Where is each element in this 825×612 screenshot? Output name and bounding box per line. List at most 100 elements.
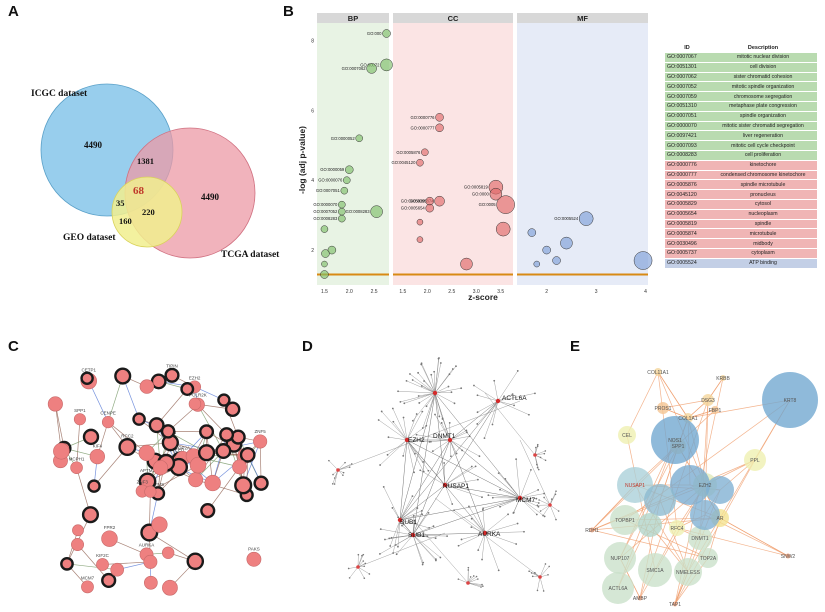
node-label: MCPH1 (69, 456, 85, 461)
leaf-node (411, 495, 414, 498)
network-node (638, 513, 662, 537)
x-tick-label: 3.5 (497, 289, 504, 295)
network-edge (519, 469, 532, 499)
network-node (610, 505, 640, 535)
leaf-node (384, 538, 386, 541)
data-point (542, 245, 551, 255)
geo-only-count: 160 (119, 216, 132, 226)
leaf-node (417, 371, 419, 374)
leaf-node (515, 458, 518, 461)
node-label: AURKA (139, 542, 155, 547)
leaf-node (421, 513, 424, 516)
node-label: EZH2 (189, 375, 201, 380)
network-node (188, 472, 204, 488)
go-description-cell: ATP binding (709, 258, 817, 269)
leaf-node (418, 402, 421, 404)
leaf-node (531, 575, 534, 578)
network-node (101, 415, 115, 429)
network-edge (399, 510, 422, 521)
leaf-node (536, 445, 539, 448)
node-label: TOPBP1 (615, 518, 635, 524)
leaf-node (380, 410, 383, 413)
network-node (150, 373, 167, 390)
node-label: NOS1 (668, 438, 682, 444)
node-label: APTM3 (140, 468, 156, 473)
data-point (340, 186, 349, 195)
network-edge (484, 532, 517, 545)
go-description-cell: cell proliferation (709, 150, 817, 161)
network-edge (442, 418, 451, 441)
network-edge (409, 373, 436, 394)
network-edge (434, 392, 455, 404)
y-tick-label: 8 (311, 38, 314, 44)
network-node (188, 397, 202, 411)
leaf-node (332, 473, 334, 476)
node-label: PPL (750, 458, 760, 464)
network-node (711, 406, 719, 414)
data-point (416, 218, 424, 226)
leaf-node (421, 563, 424, 566)
go-id-cell: GO:0007052 (665, 81, 709, 93)
network-edge (444, 479, 478, 486)
network-node (114, 367, 132, 385)
leaf-node (455, 365, 457, 368)
table-header-id: ID (665, 43, 709, 53)
network-edge (467, 582, 483, 587)
network-edge (412, 497, 521, 536)
leaf-node (439, 362, 442, 364)
leaf-node (391, 507, 394, 509)
leaf-node (421, 410, 424, 413)
network-node (669, 520, 685, 536)
leaf-node (397, 516, 400, 519)
leaf-node (402, 454, 405, 457)
data-point (435, 123, 444, 133)
node-label: FBP1 (709, 408, 722, 414)
network-edge (519, 497, 539, 504)
leaf-node (425, 424, 428, 427)
leaf-node (468, 435, 471, 438)
network-node (148, 417, 165, 434)
leaf-node (481, 508, 484, 511)
node-label: RCC2 (121, 434, 134, 439)
leaf-node (482, 585, 484, 587)
leaf-node (543, 492, 546, 495)
leaf-node (481, 583, 483, 586)
network-node (672, 601, 678, 607)
leaf-node (416, 507, 419, 509)
network-edge (418, 392, 436, 397)
leaf-node (453, 509, 455, 512)
x-tick-label: 3.0 (473, 289, 480, 295)
network-edge (458, 532, 486, 546)
point-label: GO:0007052 (313, 209, 338, 214)
network-edge (349, 566, 359, 578)
network-edge (719, 517, 789, 557)
node-label: NMELESS (676, 570, 701, 576)
network-node (638, 553, 672, 587)
panel-label-b: B (283, 3, 294, 20)
node-label: ACTL6A (609, 586, 629, 592)
leaf-node (538, 499, 540, 501)
leaf-node (411, 419, 414, 422)
leaf-node (388, 537, 391, 540)
network-edge (444, 466, 476, 486)
network-edge (412, 392, 436, 536)
point-label: GO:0000776 (411, 115, 436, 120)
network-node (637, 595, 643, 601)
point-label: GO:0000 (472, 192, 490, 197)
network-node (110, 562, 124, 577)
network-edge (399, 400, 499, 521)
node-label: NUSAP1 (625, 483, 645, 489)
leaf-node (438, 357, 440, 359)
table-row: GO:0000777 condensed chromosome kinetocho… (665, 170, 817, 181)
leaf-node (390, 536, 393, 539)
network-edge (488, 494, 521, 499)
network-edge (444, 484, 453, 505)
leaf-node (476, 423, 479, 425)
hub-node (410, 532, 416, 538)
leaf-node (422, 561, 425, 564)
data-point (338, 207, 346, 216)
network-edge (537, 576, 541, 591)
network-edge (212, 434, 227, 484)
leaf-node (537, 468, 540, 471)
network-node (253, 475, 269, 491)
